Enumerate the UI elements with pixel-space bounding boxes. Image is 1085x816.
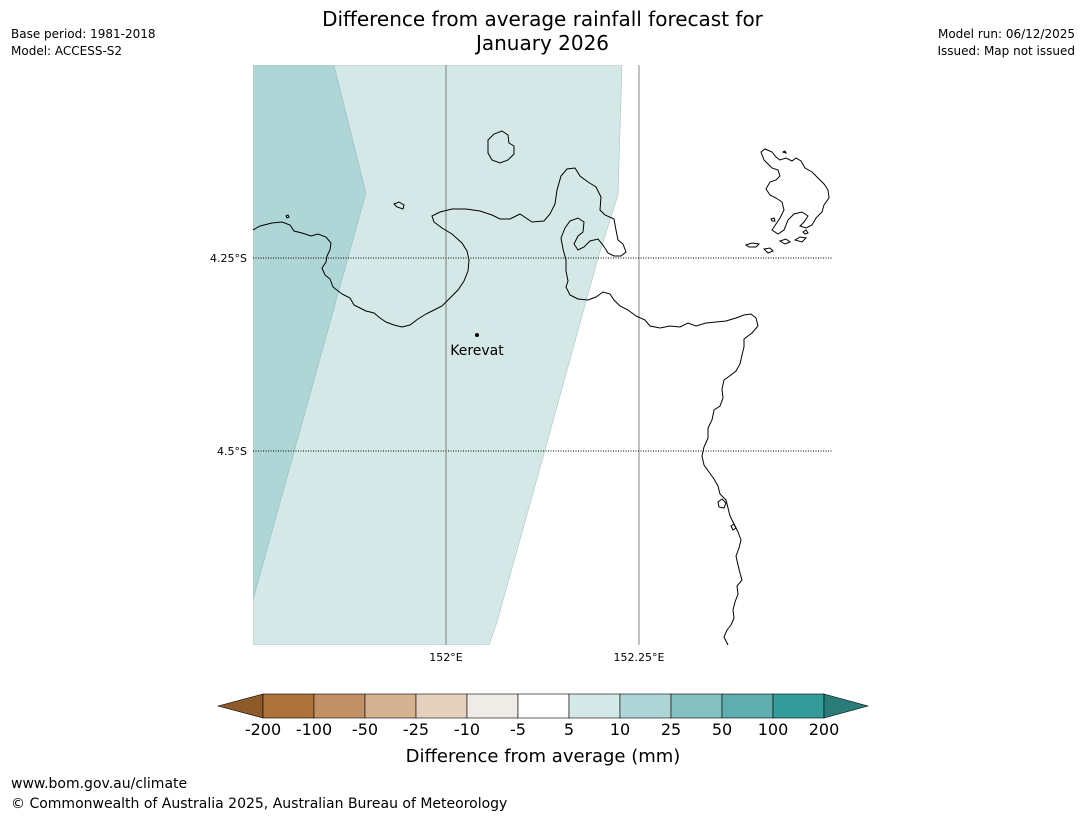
islet-ne-3 xyxy=(778,238,792,245)
base-period-text: Base period: 1981-2018 xyxy=(11,27,156,41)
coastline-main xyxy=(253,167,759,645)
kerevat-marker xyxy=(475,333,479,337)
islet-south-2 xyxy=(730,523,737,531)
map-area: Kerevat xyxy=(253,65,832,645)
colorbar-bin xyxy=(262,693,315,719)
islet-south-1 xyxy=(717,498,727,509)
colorbar-bin xyxy=(517,693,570,719)
colorbar-tick-label: -10 xyxy=(454,720,480,739)
lat-label-4-25s: 4.25°S xyxy=(210,252,247,265)
lon-label-152-25e: 152.25°E xyxy=(614,651,665,664)
footer-copyright: © Commonwealth of Australia 2025, Austra… xyxy=(11,796,508,812)
colorbar-tick-label: 10 xyxy=(610,720,630,739)
colorbar-tick-label: -5 xyxy=(510,720,526,739)
map-title-line2: January 2026 xyxy=(475,31,610,55)
islet-west xyxy=(285,214,290,219)
colorbar-bin xyxy=(415,693,468,719)
colorbar-ticks: -200 -100 -50 -25 -10 -5 5 10 25 50 100 200 xyxy=(245,720,839,739)
meta-right: Model run: 06/12/2025 Issued: Map not is… xyxy=(937,26,1075,60)
colorbar-tick-label: -100 xyxy=(296,720,332,739)
colorbar-bin xyxy=(364,693,417,719)
meta-left: Base period: 1981-2018 Model: ACCESS-S2 xyxy=(11,26,156,60)
map-title-line1: Difference from average rainfall forecas… xyxy=(322,7,763,31)
colorbar-extend-high xyxy=(823,693,870,719)
colorbar-tick-label: -200 xyxy=(245,720,281,739)
islet-ne-7 xyxy=(781,150,787,154)
island-north xyxy=(487,130,515,164)
colorbar-extend-low xyxy=(216,693,264,719)
model-text: Model: ACCESS-S2 xyxy=(11,44,123,58)
colorbar: -200 -100 -50 -25 -10 -5 5 10 25 50 100 200 Differe… xyxy=(216,693,870,767)
islet-ne-4 xyxy=(793,236,808,243)
colorbar-title: Difference from average (mm) xyxy=(406,746,681,767)
colorbar-tick-label: 50 xyxy=(712,720,732,739)
lon-label-152e: 152°E xyxy=(429,651,462,664)
islet-ne-6 xyxy=(802,229,809,235)
colorbar-bin xyxy=(772,693,825,719)
colorbar-tick-label: 200 xyxy=(809,720,840,739)
rainfall-band-10-25 xyxy=(253,65,367,601)
colorbar-bin xyxy=(619,693,672,719)
kerevat-label: Kerevat xyxy=(450,343,504,359)
island-group-ne xyxy=(760,148,830,235)
colorbar-tick-label: 5 xyxy=(564,720,574,739)
coastline xyxy=(253,130,830,645)
colorbar-tick-label: 25 xyxy=(661,720,681,739)
issued-text: Issued: Map not issued xyxy=(937,44,1075,58)
colorbar-bin xyxy=(313,693,366,719)
colorbar-bin xyxy=(466,693,519,719)
lat-label-4-5s: 4.5°S xyxy=(217,445,247,458)
islet-ne-5 xyxy=(770,217,776,222)
colorbar-tick-label: -50 xyxy=(352,720,378,739)
map-title: Difference from average rainfall forecas… xyxy=(0,7,1085,55)
colorbar-bin xyxy=(568,693,621,719)
islet-ne-2 xyxy=(762,247,774,254)
colorbar-bin xyxy=(670,693,723,719)
islet-small xyxy=(393,201,405,210)
colorbar-tick-label: 100 xyxy=(758,720,789,739)
colorbar-bin xyxy=(721,693,774,719)
footer-url: www.bom.gov.au/climate xyxy=(11,776,188,792)
colorbar-bins xyxy=(262,693,825,719)
islet-ne-1 xyxy=(744,242,761,248)
model-run-text: Model run: 06/12/2025 xyxy=(937,27,1075,41)
colorbar-tick-label: -25 xyxy=(403,720,429,739)
